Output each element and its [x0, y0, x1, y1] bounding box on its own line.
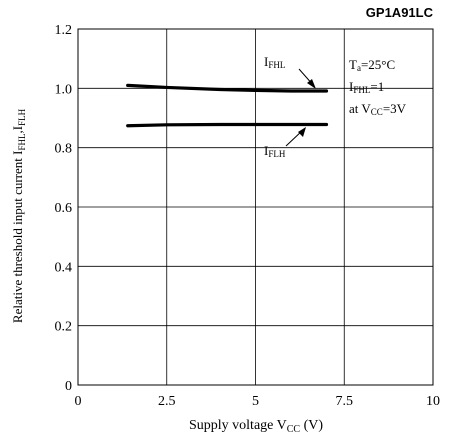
y-tick-label: 0.8	[55, 142, 73, 157]
annotation-vcc: at VCC=3V	[349, 101, 407, 117]
annotation-ta: Ta=25°C	[349, 57, 395, 73]
annotation-ifhl: IFHL=1	[349, 79, 384, 95]
plot-frame	[77, 28, 434, 386]
axis-ticks: 0 2.5 5 7.5 10 0 0.2 0.4 0.6 0.8 1.0 1.2	[55, 23, 441, 409]
y-tick-label: 0.6	[55, 201, 73, 216]
x-tick-label: 0	[75, 394, 82, 409]
series-line-iflh	[126, 122, 329, 128]
series-group	[126, 83, 329, 128]
x-axis-label: Supply voltage VCC (V)	[189, 418, 323, 435]
series-label-ifhl: IFHL	[264, 54, 285, 70]
y-tick-label: 0	[65, 379, 72, 394]
y-tick-label: 0.2	[55, 320, 73, 335]
series-line-ifhl	[126, 83, 329, 93]
x-tick-label: 2.5	[158, 394, 176, 409]
y-tick-label: 1.2	[55, 23, 73, 38]
grid	[78, 29, 433, 385]
series-arrowhead-iflh	[298, 127, 306, 137]
x-tick-label: 10	[426, 394, 440, 409]
y-tick-label: 1.0	[55, 82, 73, 97]
x-tick-label: 7.5	[336, 394, 354, 409]
series-arrowhead-ifhl	[307, 79, 316, 89]
y-tick-label: 0.4	[55, 260, 73, 275]
x-tick-label: 5	[252, 394, 259, 409]
part-number: GP1A91LC	[366, 5, 434, 20]
y-axis-label: Relative threshold input current IFHL,IF…	[10, 108, 27, 323]
series-label-iflh: IFLH	[264, 143, 286, 159]
